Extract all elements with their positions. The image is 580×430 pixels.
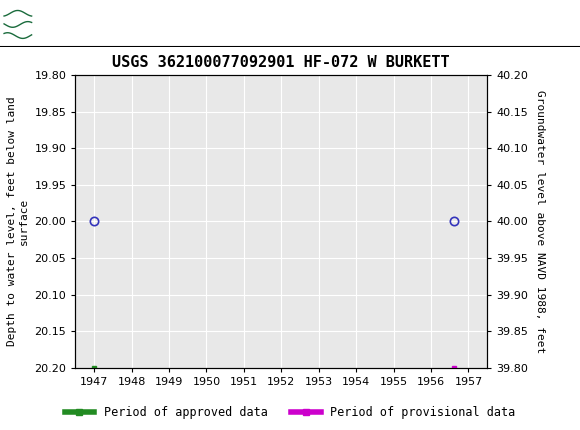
Title: USGS 362100077092901 HF-072 W BURKETT: USGS 362100077092901 HF-072 W BURKETT: [113, 55, 450, 70]
Legend: Period of approved data, Period of provisional data: Period of approved data, Period of provi…: [60, 402, 520, 424]
FancyBboxPatch shape: [3, 4, 67, 43]
Text: USGS: USGS: [70, 14, 129, 33]
Y-axis label: Groundwater level above NAVD 1988, feet: Groundwater level above NAVD 1988, feet: [535, 90, 545, 353]
Y-axis label: Depth to water level, feet below land
surface: Depth to water level, feet below land su…: [8, 97, 29, 346]
